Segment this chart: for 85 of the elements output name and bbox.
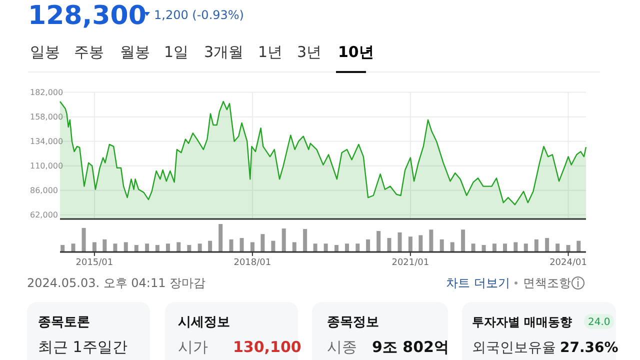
text: 시종 [327, 338, 357, 356]
text: 27.36% [560, 340, 618, 356]
bar [471, 244, 476, 252]
bar [492, 244, 496, 252]
text: 2024.05.03. 오후 04:11 장마감 [27, 276, 206, 290]
bar [376, 231, 381, 252]
bar [429, 230, 434, 252]
bar [534, 239, 538, 252]
bar [524, 244, 528, 252]
text: 차트 더보기 [446, 276, 510, 290]
text: 10년 [338, 43, 374, 61]
bar [145, 244, 150, 252]
bar [303, 229, 308, 252]
bar [102, 239, 107, 252]
text: 일봉 [30, 43, 60, 61]
bar [545, 238, 550, 252]
text: 면책조항 [523, 276, 571, 290]
text: 종목정보 [327, 315, 379, 330]
bar [450, 242, 454, 252]
bar [240, 238, 244, 252]
bar [134, 245, 138, 252]
bar [124, 242, 128, 252]
bar [440, 239, 444, 252]
bar [187, 245, 192, 252]
x-tick-label: 2024/01 [550, 258, 587, 268]
bar [418, 235, 423, 252]
x-tick-label: 2018/01 [234, 258, 272, 268]
text: 시가 [178, 338, 208, 356]
bar [250, 242, 254, 252]
bar [398, 232, 402, 252]
chart-title: 128,300 [28, 1, 146, 31]
bar [566, 245, 570, 252]
text: 주봉 [74, 43, 104, 61]
chart-subtitle: 1,200 (-0.93%) [154, 8, 244, 22]
bar [502, 244, 507, 252]
bar [408, 236, 412, 252]
bar [366, 239, 370, 252]
text: 1일 [164, 43, 189, 61]
bar [208, 240, 212, 252]
bar [92, 242, 96, 252]
bar [345, 244, 349, 252]
text: 종목토론 [38, 315, 90, 330]
y-tick-label: 158,000 [30, 112, 64, 122]
text: 최근 1주일간 [38, 338, 128, 356]
bar [387, 238, 392, 252]
bar [576, 240, 581, 252]
y-tick-label: 182,000 [30, 88, 64, 98]
bar [514, 242, 518, 252]
y-tick-label: 62,000 [30, 210, 58, 220]
text: 시세정보 [178, 315, 230, 330]
bar [292, 242, 296, 252]
text: 24.0 [588, 317, 610, 328]
bar [229, 239, 234, 252]
bar [82, 228, 86, 252]
bar [334, 245, 338, 252]
bar [113, 244, 118, 252]
bar [155, 245, 160, 252]
bar [176, 242, 181, 252]
text: 월봉 [120, 43, 150, 61]
bar [356, 244, 360, 252]
bar [198, 244, 202, 252]
bar [282, 228, 286, 252]
bar [71, 244, 76, 252]
bar [482, 245, 486, 252]
text: 외국인보유율 [472, 340, 556, 356]
bar [166, 244, 170, 252]
bar [218, 224, 223, 252]
bar [271, 240, 276, 252]
bar [461, 230, 466, 252]
y-tick-label: 134,000 [30, 137, 64, 146]
y-tick-label: 86,000 [30, 186, 58, 196]
text: 130,100 [233, 338, 302, 356]
bar [313, 244, 318, 252]
text: 3개월 [204, 43, 244, 61]
text: 투자자별 매매동향 [472, 315, 572, 329]
text: 9조 802억 [372, 338, 449, 356]
text: 3년 [297, 43, 322, 61]
x-tick-label: 2015/01 [76, 258, 114, 268]
x-tick-label: 2021/01 [392, 258, 430, 268]
bar [324, 244, 328, 252]
bar [60, 245, 65, 252]
text: 1년 [258, 43, 283, 61]
y-tick-label: 110,000 [30, 162, 64, 171]
bar [556, 244, 560, 252]
bar [260, 234, 265, 252]
